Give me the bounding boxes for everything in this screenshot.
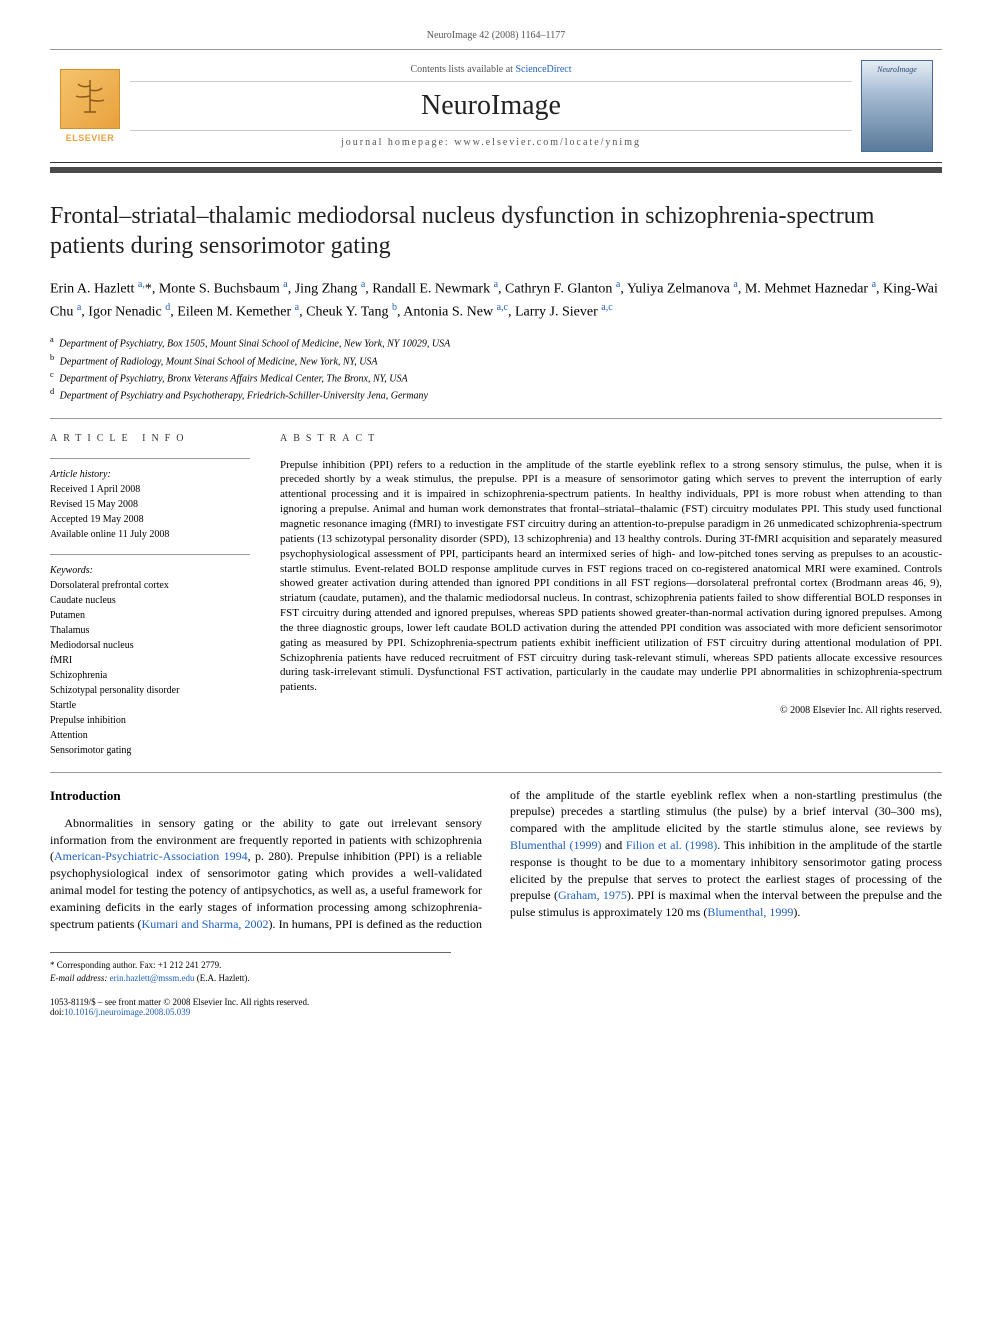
history-line: Received 1 April 2008 — [50, 482, 250, 497]
keyword-line: Schizophrenia — [50, 668, 250, 683]
article-info-column: ARTICLE INFO Article history: Received 1… — [50, 433, 250, 758]
history-line: Accepted 19 May 2008 — [50, 512, 250, 527]
affiliation-line: d Department of Psychiatry and Psychothe… — [50, 386, 942, 403]
journal-cover-thumbnail: NeuroImage — [861, 60, 933, 152]
history-line: Revised 15 May 2008 — [50, 497, 250, 512]
publisher-logo-block: ELSEVIER — [50, 69, 130, 143]
keyword-line: Caudate nucleus — [50, 593, 250, 608]
article-title: Frontal–striatal–thalamic mediodorsal nu… — [50, 201, 942, 261]
sciencedirect-link[interactable]: ScienceDirect — [515, 64, 571, 75]
keyword-line: Dorsolateral prefrontal cortex — [50, 578, 250, 593]
footnotes-block: * Corresponding author. Fax: +1 212 241 … — [50, 952, 451, 984]
body-paragraph-1: Abnormalities in sensory gating or the a… — [50, 787, 942, 933]
body-top-rule — [50, 772, 942, 773]
keywords-label: Keywords: — [50, 563, 250, 578]
citation-line: NeuroImage 42 (2008) 1164–1177 — [50, 30, 942, 41]
abstract-heading: ABSTRACT — [280, 433, 942, 444]
keyword-line: Mediodorsal nucleus — [50, 638, 250, 653]
affiliation-line: a Department of Psychiatry, Box 1505, Mo… — [50, 334, 942, 351]
abstract-column: ABSTRACT Prepulse inhibition (PPI) refer… — [280, 433, 942, 758]
tree-icon — [70, 76, 110, 123]
front-matter-text: 1053-8119/$ – see front matter © 2008 El… — [50, 997, 309, 1007]
citation-link[interactable]: Kumari and Sharma, 2002 — [142, 917, 269, 931]
keyword-line: fMRI — [50, 653, 250, 668]
header-dark-rule — [50, 167, 942, 173]
email-line: E-mail address: erin.hazlett@mssm.edu (E… — [50, 972, 451, 985]
publisher-name: ELSEVIER — [66, 133, 115, 143]
affiliation-line: b Department of Radiology, Mount Sinai S… — [50, 352, 942, 369]
citation-link[interactable]: Filion et al. (1998) — [626, 838, 717, 852]
cover-label: NeuroImage — [877, 65, 917, 74]
contents-text: Contents lists available at — [410, 64, 515, 75]
article-history-block: Article history: Received 1 April 2008Re… — [50, 458, 250, 542]
history-label: Article history: — [50, 467, 250, 482]
homepage-label: journal homepage: — [341, 137, 454, 148]
keyword-line: Thalamus — [50, 623, 250, 638]
citation-link[interactable]: American-Psychiatric-Association 1994 — [54, 849, 248, 863]
keyword-line: Prepulse inhibition — [50, 713, 250, 728]
affiliation-line: c Department of Psychiatry, Bronx Vetera… — [50, 369, 942, 386]
keywords-block: Keywords: Dorsolateral prefrontal cortex… — [50, 554, 250, 758]
keyword-line: Attention — [50, 728, 250, 743]
contents-available-line: Contents lists available at ScienceDirec… — [130, 64, 852, 82]
affiliation-list: a Department of Psychiatry, Box 1505, Mo… — [50, 334, 942, 403]
journal-header-band: ELSEVIER Contents lists available at Sci… — [50, 49, 942, 163]
citation-link[interactable]: Blumenthal, 1999 — [707, 905, 793, 919]
elsevier-logo — [60, 69, 120, 129]
front-matter-line: 1053-8119/$ – see front matter © 2008 El… — [50, 997, 942, 1017]
article-info-heading: ARTICLE INFO — [50, 433, 250, 444]
keyword-line: Startle — [50, 698, 250, 713]
keyword-line: Sensorimotor gating — [50, 743, 250, 758]
body-two-column: Introduction Abnormalities in sensory ga… — [50, 787, 942, 933]
corresponding-author-note: * Corresponding author. Fax: +1 212 241 … — [50, 959, 451, 972]
body-text-run: ). — [793, 905, 800, 919]
email-label: E-mail address: — [50, 973, 110, 983]
introduction-heading: Introduction — [50, 787, 482, 805]
body-text-run: and — [601, 838, 625, 852]
email-link[interactable]: erin.hazlett@mssm.edu — [110, 973, 195, 983]
abstract-copyright: © 2008 Elsevier Inc. All rights reserved… — [280, 705, 942, 716]
doi-label: doi: — [50, 1007, 64, 1017]
journal-homepage-line: journal homepage: www.elsevier.com/locat… — [130, 130, 852, 148]
journal-title: NeuroImage — [130, 90, 852, 122]
author-list: Erin A. Hazlett a,*, Monte S. Buchsbaum … — [50, 277, 942, 322]
doi-link[interactable]: 10.1016/j.neuroimage.2008.05.039 — [64, 1007, 190, 1017]
email-tail: (E.A. Hazlett). — [194, 973, 249, 983]
keyword-line: Putamen — [50, 608, 250, 623]
abstract-text: Prepulse inhibition (PPI) refers to a re… — [280, 458, 942, 696]
homepage-url: www.elsevier.com/locate/ynimg — [454, 137, 641, 148]
citation-link[interactable]: Graham, 1975 — [558, 888, 627, 902]
citation-link[interactable]: Blumenthal (1999) — [510, 838, 601, 852]
keyword-line: Schizotypal personality disorder — [50, 683, 250, 698]
history-line: Available online 11 July 2008 — [50, 527, 250, 542]
